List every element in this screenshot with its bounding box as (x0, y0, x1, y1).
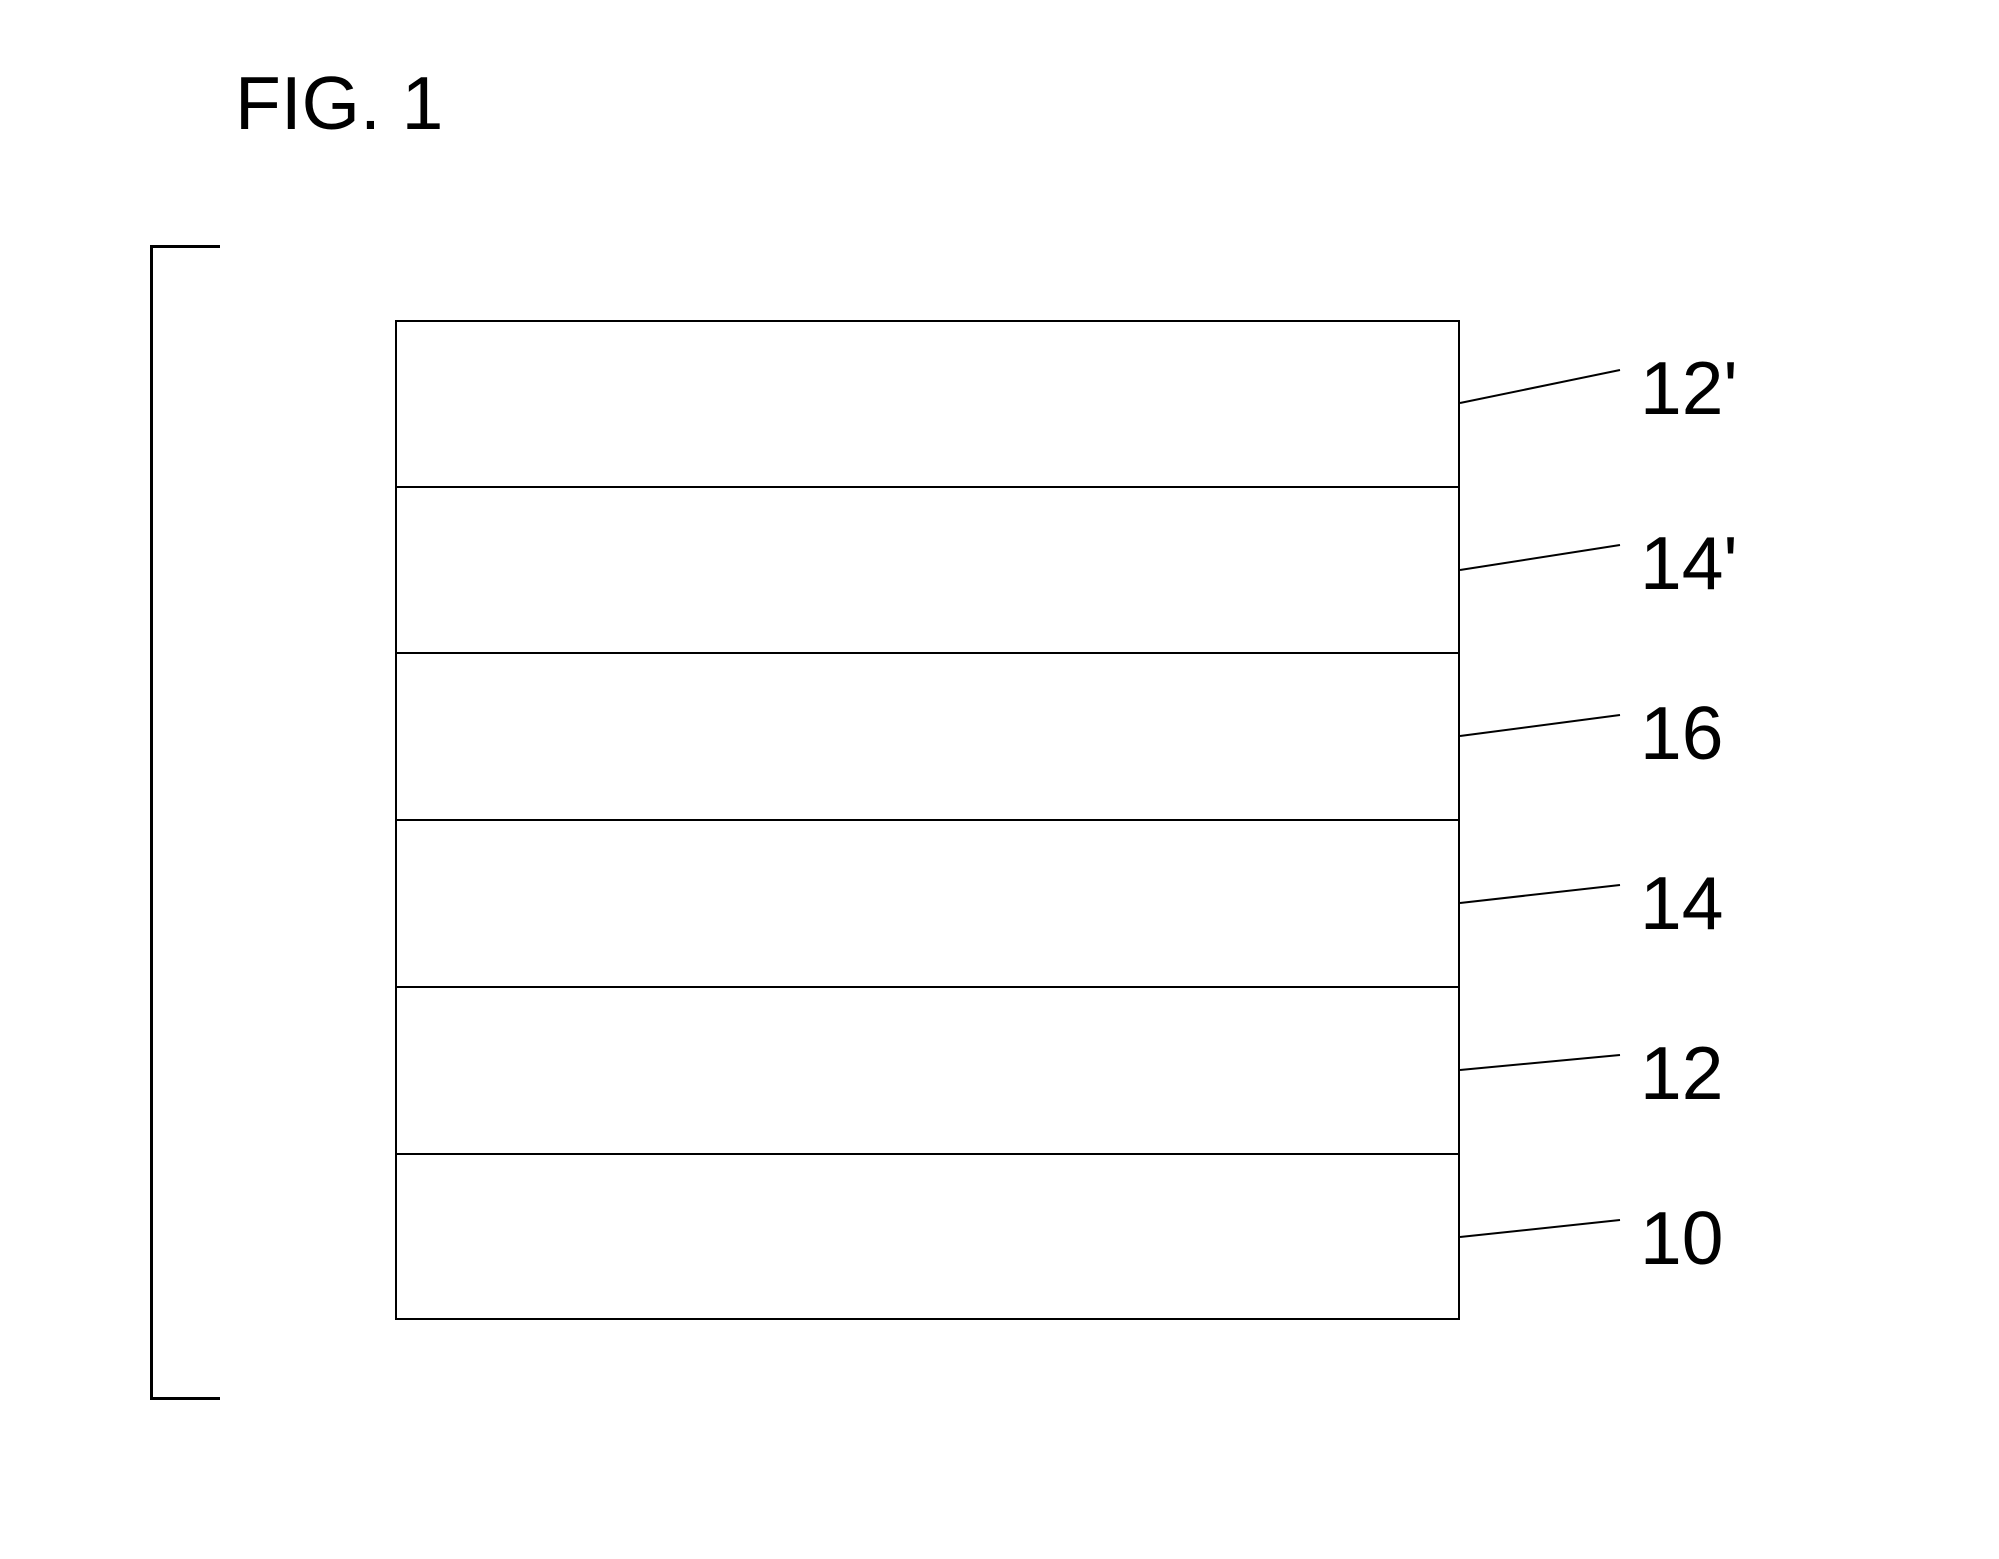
label-12-prime: 12' (1640, 345, 1738, 431)
leader-line-16 (1460, 715, 1620, 736)
leader-line-12 (1460, 1055, 1620, 1070)
label-10: 10 (1640, 1195, 1723, 1281)
leader-lines (0, 0, 1999, 1559)
leader-line-12p (1460, 370, 1620, 403)
label-14-prime: 14' (1640, 520, 1738, 606)
leader-line-14p (1460, 545, 1620, 570)
leader-line-14 (1460, 885, 1620, 903)
label-12: 12 (1640, 1030, 1723, 1116)
label-16: 16 (1640, 690, 1723, 776)
leader-line-10 (1460, 1220, 1620, 1237)
label-14: 14 (1640, 860, 1723, 946)
